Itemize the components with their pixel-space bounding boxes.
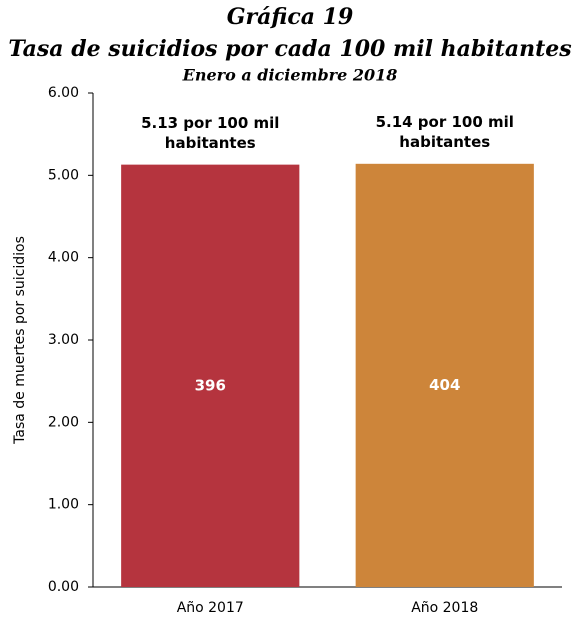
- y-tick-label: 5.00: [48, 167, 79, 183]
- y-axis-title: Tasa de muertes por suicidios: [12, 236, 28, 445]
- chart-subtitle: Tasa de suicidios por cada 100 mil habit…: [8, 36, 571, 62]
- x-tick-label: Año 2017: [177, 600, 244, 616]
- y-tick-label: 0.00: [48, 579, 79, 595]
- bar-count-label: 404: [429, 376, 460, 394]
- bar: [121, 164, 300, 587]
- chart-title: Gráfica 19: [227, 4, 354, 30]
- y-tick-label: 4.00: [48, 250, 79, 266]
- y-tick-label: 1.00: [48, 497, 79, 513]
- y-tick-label: 6.00: [48, 85, 79, 101]
- y-tick-label: 2.00: [48, 414, 79, 430]
- x-tick-label: Año 2018: [411, 600, 478, 616]
- bar-count-label: 396: [195, 376, 226, 394]
- value-label: 5.14 por 100 mil habitantes: [375, 112, 514, 151]
- y-tick-label: 3.00: [48, 332, 79, 348]
- value-label: 5.13 por 100 mil habitantes: [141, 113, 280, 152]
- chart-period: Enero a diciembre 2018: [182, 66, 398, 85]
- bar: [355, 163, 534, 587]
